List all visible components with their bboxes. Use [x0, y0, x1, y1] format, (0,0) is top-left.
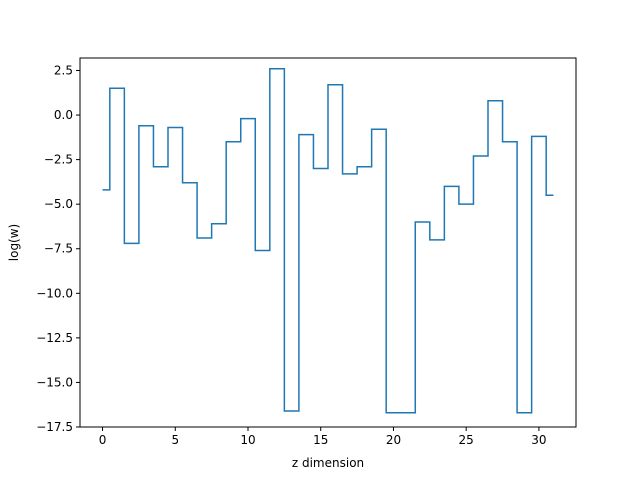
- y-tick-label: −17.5: [36, 420, 73, 434]
- x-tick-label: 30: [531, 433, 546, 447]
- x-tick-label: 25: [459, 433, 474, 447]
- y-axis-label: log(w): [7, 224, 21, 261]
- x-tick-label: 10: [240, 433, 255, 447]
- x-tick-label: 0: [99, 433, 107, 447]
- axes-frame: [79, 57, 577, 428]
- plot-area: [102, 67, 554, 414]
- y-tick-label: −7.5: [44, 242, 73, 256]
- y-tick-label: −12.5: [36, 331, 73, 345]
- series-line: [102, 67, 554, 414]
- y-tick-label: −15.0: [36, 375, 73, 389]
- axis-ticks: 0 5 10 15 20 25 30 2.5 0.0 −2.5 −5.0 −7.5 −10.0 −12.5…: [36, 63, 546, 447]
- x-tick-label: 5: [171, 433, 179, 447]
- y-tick-label: −5.0: [44, 197, 73, 211]
- y-tick-label: −2.5: [44, 153, 73, 167]
- x-tick-label: 20: [386, 433, 401, 447]
- y-tick-label: 0.0: [54, 108, 73, 122]
- x-axis-label: z dimension: [292, 456, 364, 470]
- y-tick-label: 2.5: [54, 63, 73, 77]
- y-tick-label: −10.0: [36, 286, 73, 300]
- x-tick-label: 15: [313, 433, 328, 447]
